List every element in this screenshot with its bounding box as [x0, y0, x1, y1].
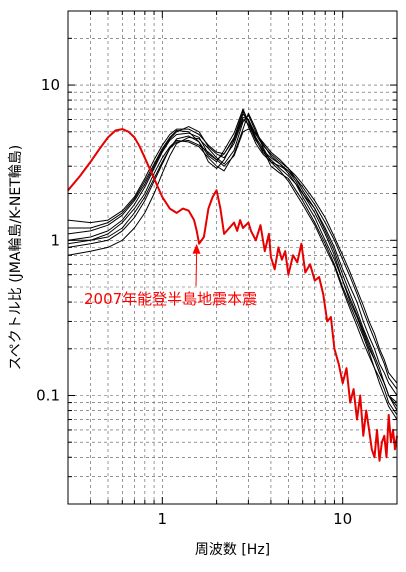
- y-tick-label: 10: [41, 76, 60, 94]
- annotation-label: 2007年能登半島地震本震: [84, 290, 257, 308]
- annotation-arrow: [195, 251, 198, 287]
- series-line-3: [67, 114, 398, 411]
- x-tick-label: 1: [158, 510, 168, 528]
- series-line-0: [67, 110, 398, 403]
- annotation: 2007年能登半島地震本震: [84, 243, 257, 308]
- series-lines: [67, 108, 398, 462]
- series-line-7: [67, 128, 398, 407]
- x-tick-label: 10: [333, 510, 352, 528]
- series-line-6: [67, 113, 398, 384]
- y-tick-label: 0.1: [36, 387, 60, 405]
- y-tick-label: 1: [50, 231, 60, 249]
- x-axis-title: 周波数 [Hz]: [195, 542, 270, 558]
- axis-ticks: 1 10 0.1 1 10: [36, 11, 397, 528]
- annotation-arrow-head: [192, 243, 201, 254]
- grid: [67, 11, 397, 504]
- series-line-2007-noto: [67, 128, 398, 462]
- series-line-4: [67, 119, 398, 390]
- y-axis-title: スペクトル比 (JMA輪島/K-NET輪島): [7, 145, 24, 371]
- series-line-1: [67, 116, 398, 416]
- plot-frame: [67, 10, 398, 505]
